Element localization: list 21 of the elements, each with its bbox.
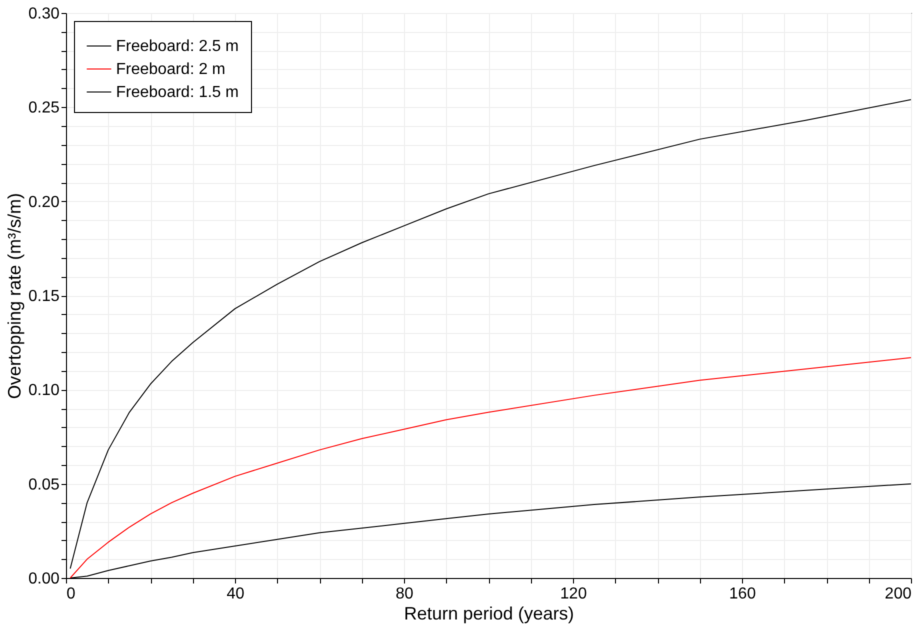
y-tick-label: 0.25 bbox=[28, 100, 60, 117]
legend-label: Freeboard: 2 m bbox=[116, 61, 226, 78]
x-tick-label: 0 bbox=[66, 586, 76, 602]
y-tick-label: 0.15 bbox=[28, 288, 60, 305]
x-tick-label: 200 bbox=[884, 586, 912, 602]
x-tick-label: 120 bbox=[560, 586, 587, 602]
line-series bbox=[70, 357, 911, 578]
y-tick-label: 0.00 bbox=[28, 570, 60, 588]
y-tick-label: 0.30 bbox=[28, 6, 60, 22]
y-axis-title: Overtopping rate (m³/s/m) bbox=[4, 192, 24, 400]
x-axis-title: Return period (years) bbox=[404, 604, 574, 624]
x-tick-label: 80 bbox=[396, 586, 414, 602]
x-tick-label: 40 bbox=[226, 586, 244, 602]
line-series bbox=[70, 483, 911, 578]
legend-label: Freeboard: 1.5 m bbox=[116, 84, 239, 101]
line-series bbox=[70, 99, 911, 570]
x-tick-label: 160 bbox=[729, 586, 756, 602]
y-tick-label: 0.10 bbox=[28, 382, 60, 400]
y-tick-label: 0.20 bbox=[28, 194, 60, 211]
y-tick-label: 0.05 bbox=[28, 476, 60, 494]
legend-label: Freeboard: 2.5 m bbox=[116, 38, 239, 55]
